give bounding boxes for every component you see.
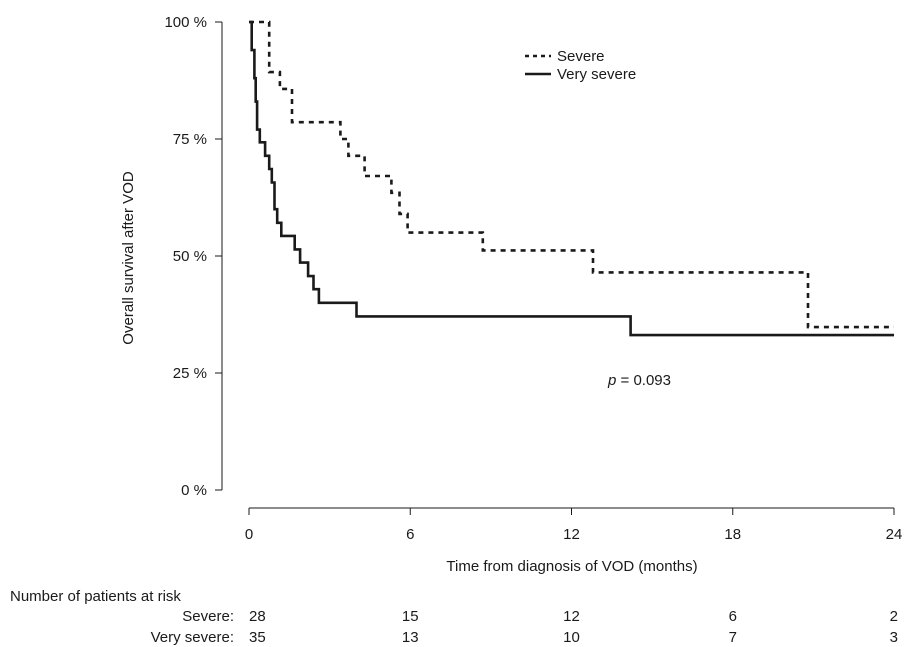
series-group [249,20,894,337]
legend-label-severe: Severe [557,48,605,65]
x-tick-label: 6 [406,526,414,543]
risk-row-label-severe: Severe: [182,608,234,625]
y-ticks: 0 % 25 % 50 % 75 % 100 % [164,14,222,499]
y-tick-label: 25 % [173,365,207,382]
risk-values: 28 15 12 6 2 35 13 10 7 3 [249,608,898,646]
risk-row-label-very-severe: Very severe: [151,629,234,646]
x-ticks: 0 6 12 18 24 [245,508,903,543]
risk-value: 15 [402,608,419,625]
series-line-severe [249,20,894,329]
risk-value: 28 [249,608,266,625]
risk-value: 10 [563,629,580,646]
p-value-text: = 0.093 [616,372,671,389]
legend-item-very-severe: Very severe [525,66,636,83]
y-tick-label: 100 % [164,14,207,31]
risk-value: 3 [890,629,898,646]
series-line-very-severe [249,20,894,337]
risk-value: 6 [729,608,737,625]
p-value-symbol: p [607,372,616,389]
risk-value: 35 [249,629,266,646]
x-tick-label: 18 [724,526,741,543]
risk-table-title: Number of patients at risk [10,588,181,605]
risk-value: 2 [890,608,898,625]
y-axis: 0 % 25 % 50 % 75 % 100 % Overall survival af… [120,14,223,499]
risk-table: Number of patients at risk Severe: Very … [10,588,898,646]
x-tick-label: 24 [886,526,903,543]
legend: Severe Very severe [525,48,636,83]
legend-label-very-severe: Very severe [557,66,636,83]
risk-value: 12 [563,608,580,625]
x-axis: 0 6 12 18 24 Time from diagnosis of VOD (mon… [245,507,903,575]
x-tick-label: 12 [563,526,580,543]
y-tick-label: 50 % [173,248,207,265]
risk-value: 7 [729,629,737,646]
x-axis-title: Time from diagnosis of VOD (months) [446,558,697,575]
x-tick-label: 0 [245,526,253,543]
risk-value: 13 [402,629,419,646]
p-value-annotation: p = 0.093 [607,372,671,389]
y-tick-label: 0 % [181,482,207,499]
y-tick-label: 75 % [173,131,207,148]
legend-item-severe: Severe [525,48,605,65]
y-axis-title: Overall survival after VOD [120,171,137,345]
